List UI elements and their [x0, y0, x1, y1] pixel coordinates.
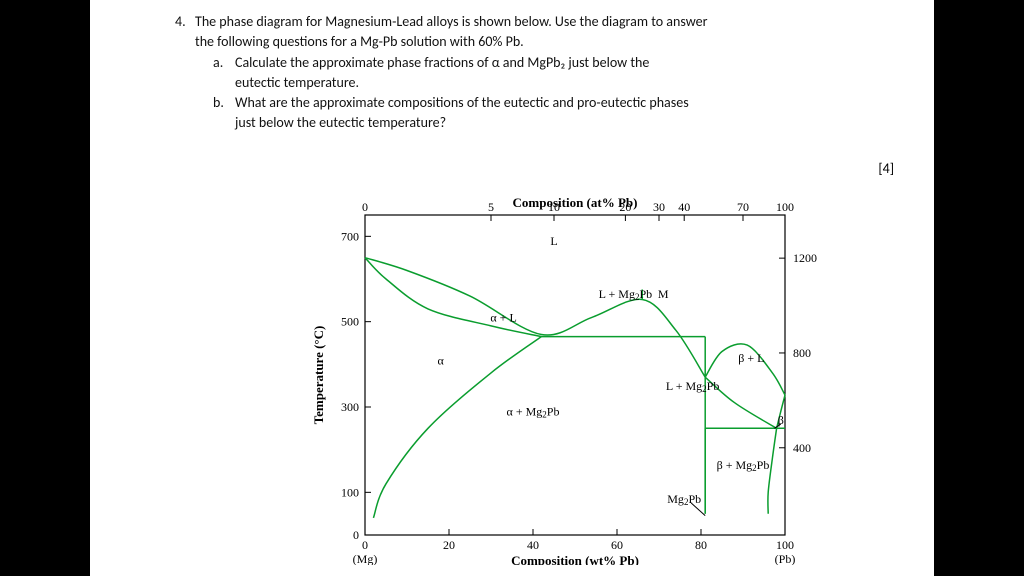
svg-text:β + L: β + L	[738, 351, 764, 365]
svg-text:Mg2Pb: Mg2Pb	[667, 492, 701, 507]
svg-text:M: M	[658, 287, 669, 301]
svg-text:0: 0	[353, 528, 359, 542]
question-stem-line1: The phase diagram for Magnesium-Lead all…	[195, 12, 905, 32]
question-block: 4. The phase diagram for Magnesium-Lead …	[195, 12, 905, 134]
svg-text:β + Mg2Pb: β + Mg2Pb	[717, 458, 770, 473]
svg-text:1200: 1200	[793, 251, 817, 265]
svg-text:800: 800	[793, 346, 811, 360]
phase-diagram: Composition (at% Pb)05102030407010002040…	[305, 195, 865, 565]
svg-text:10: 10	[548, 200, 560, 214]
svg-text:20: 20	[443, 538, 455, 552]
part-a-line2: eutectic temperature.	[235, 73, 905, 93]
svg-text:(Mg): (Mg)	[353, 552, 378, 565]
svg-text:700: 700	[341, 229, 359, 243]
marks-label: [4]	[878, 160, 894, 177]
part-b: b. What are the approximate compositions…	[235, 93, 905, 134]
svg-text:300: 300	[341, 400, 359, 414]
svg-text:100: 100	[776, 538, 794, 552]
svg-text:500: 500	[341, 315, 359, 329]
svg-text:Composition (wt% Pb): Composition (wt% Pb)	[511, 553, 639, 565]
question-number: 4.	[175, 12, 186, 32]
svg-text:60: 60	[611, 538, 623, 552]
svg-text:5: 5	[488, 200, 494, 214]
part-b-line1: What are the approximate compositions of…	[235, 93, 905, 113]
svg-text:100: 100	[341, 485, 359, 499]
svg-text:Temperature (°C): Temperature (°C)	[311, 326, 326, 425]
svg-text:β: β	[778, 413, 784, 427]
part-b-line2: just below the eutectic temperature?	[235, 113, 905, 133]
question-stem-line2: the following questions for a Mg-Pb solu…	[195, 32, 905, 52]
phase-diagram-svg: Composition (at% Pb)05102030407010002040…	[305, 195, 865, 565]
svg-text:20: 20	[619, 200, 631, 214]
svg-text:L + Mg2Pb: L + Mg2Pb	[599, 287, 653, 302]
svg-text:70: 70	[737, 200, 749, 214]
svg-text:α: α	[437, 353, 444, 367]
svg-text:L + Mg2Pb: L + Mg2Pb	[666, 379, 720, 394]
svg-text:40: 40	[678, 200, 690, 214]
svg-text:30: 30	[653, 200, 665, 214]
svg-text:80: 80	[695, 538, 707, 552]
svg-text:0: 0	[362, 200, 368, 214]
svg-text:L: L	[550, 234, 557, 248]
part-a: a. Calculate the approximate phase fract…	[235, 53, 905, 94]
svg-text:100: 100	[776, 200, 794, 214]
part-b-letter: b.	[213, 93, 224, 113]
part-a-letter: a.	[213, 53, 223, 73]
svg-text:40: 40	[527, 538, 539, 552]
svg-text:400: 400	[793, 441, 811, 455]
document-page: 4. The phase diagram for Magnesium-Lead …	[90, 0, 934, 576]
svg-text:α + L: α + L	[490, 311, 516, 325]
part-a-line1: Calculate the approximate phase fraction…	[235, 53, 905, 73]
svg-text:(Pb): (Pb)	[775, 552, 796, 565]
svg-text:α + Mg2Pb: α + Mg2Pb	[507, 405, 560, 420]
svg-text:0: 0	[362, 538, 368, 552]
